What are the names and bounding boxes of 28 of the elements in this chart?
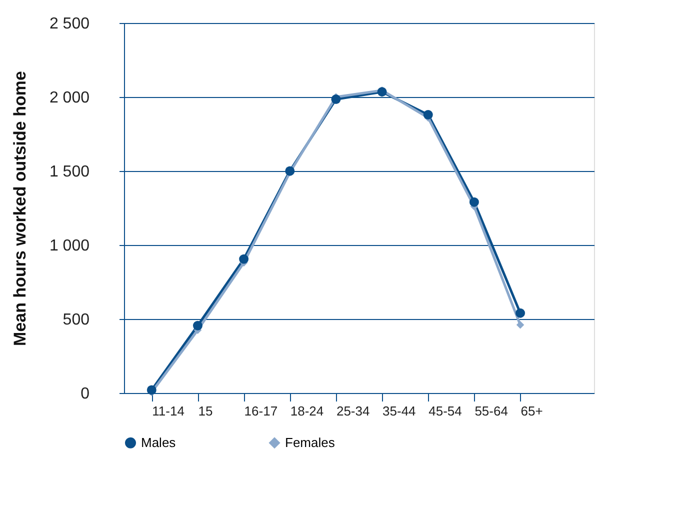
point (516, 308, 526, 318)
x-tick-label: 25-34 (336, 404, 370, 418)
y-tick-label: 500 (62, 312, 90, 328)
x-tick-label: 11-14 (152, 404, 184, 418)
point (516, 321, 524, 329)
y-tick-label: 2 500 (49, 16, 90, 32)
point (331, 94, 341, 104)
y-axis-title: Mean hours worked outside home (10, 71, 30, 346)
x-tick-label: 16-17 (244, 404, 278, 418)
x-tick-label: 15 (198, 404, 213, 418)
y-tick-label: 0 (80, 386, 90, 402)
x-tick-label: 35-44 (382, 404, 416, 418)
point (377, 87, 387, 97)
legend-label: Males (141, 434, 176, 450)
point (423, 110, 433, 120)
point (146, 385, 156, 395)
y-tick-label: 1 000 (49, 238, 90, 254)
x-tick-label: 65+ (520, 404, 543, 418)
point (285, 166, 295, 176)
y-tick-label: 1 500 (49, 164, 90, 180)
x-tick-label: 45-54 (428, 404, 462, 418)
x-tick-label: 55-64 (474, 404, 508, 418)
point (469, 197, 479, 207)
x-tick-label: 18-24 (290, 404, 324, 418)
point (239, 254, 249, 264)
y-tick-label: 2 000 (49, 90, 90, 106)
point (192, 320, 202, 330)
legend-label: Females (285, 434, 336, 450)
